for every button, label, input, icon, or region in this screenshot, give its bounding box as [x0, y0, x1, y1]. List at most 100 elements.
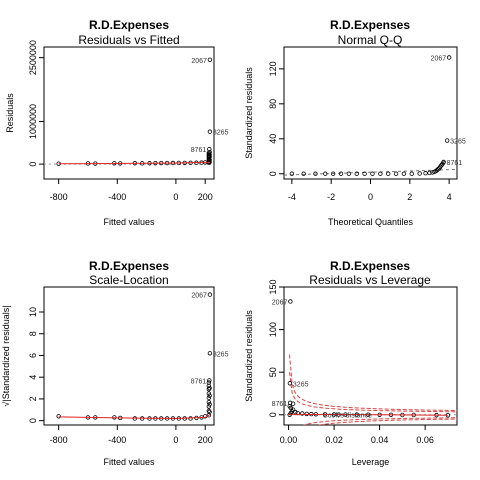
data-point: [401, 171, 407, 176]
plot-area: [284, 55, 457, 176]
data-point: [207, 351, 213, 356]
y-axis-label: √|Standardized residuals|: [1, 305, 11, 406]
plot-frame: [283, 286, 458, 426]
data-point: [207, 409, 212, 415]
y-axis-label: Standardized residuals: [244, 310, 254, 402]
data-point: [435, 167, 441, 172]
outlier-label: 2067: [272, 299, 288, 306]
outlier-label: 8761: [272, 401, 288, 408]
data-point: [441, 159, 446, 165]
data-point: [378, 171, 383, 176]
x-tick-label: 0: [173, 192, 178, 202]
y-tick-label: 50: [268, 367, 278, 377]
chart-subtitle: Scale-Location: [89, 273, 168, 287]
outlier-label: 3265: [450, 139, 466, 146]
x-tick-label: 2: [407, 192, 412, 202]
data-point: [287, 400, 293, 406]
data-point: [56, 414, 61, 419]
y-tick-label: 0: [28, 162, 38, 167]
data-point: [338, 171, 344, 176]
data-point: [207, 385, 212, 391]
plot-frame: [283, 46, 458, 180]
x-axis-label: Theoretical Quantiles: [328, 217, 414, 227]
chart-title: R.D.Expenses: [330, 259, 410, 273]
data-point: [313, 171, 318, 176]
data-point: [444, 138, 450, 143]
x-tick-label: 0.04: [371, 435, 389, 445]
y-tick-label: 4: [28, 375, 38, 380]
data-point: [304, 411, 309, 417]
data-point: [300, 411, 305, 416]
data-point: [301, 171, 306, 176]
cooks-distance-contour: [316, 418, 457, 425]
y-tick-label: 150: [268, 279, 278, 294]
data-point: [207, 402, 212, 407]
chart-subtitle: Residuals vs Fitted: [78, 33, 179, 47]
x-tick-label: 4: [447, 192, 452, 202]
data-point: [288, 299, 293, 304]
outlier-label: 3265: [213, 130, 229, 137]
data-point: [293, 410, 298, 415]
data-point: [207, 393, 212, 398]
data-point: [207, 152, 212, 157]
plot-area: [284, 299, 457, 425]
plot-frame: [43, 286, 215, 426]
x-tick-label: -400: [108, 192, 126, 202]
x-tick-label: -4: [288, 192, 296, 202]
data-point: [207, 157, 212, 163]
y-tick-label: 100: [268, 322, 278, 337]
data-point: [207, 146, 212, 152]
data-point: [446, 55, 452, 60]
data-point: [423, 171, 428, 176]
y-tick-label: 6: [28, 353, 38, 358]
cooks-distance-contour: [289, 372, 457, 413]
cooks-distance-label: Cook's distance: [323, 412, 372, 419]
x-tick-label: 0: [173, 435, 178, 445]
cooks-distance-contour: [302, 417, 457, 425]
data-point: [385, 171, 391, 176]
data-point: [290, 401, 296, 406]
data-point: [330, 171, 336, 176]
y-tick-label: 0: [268, 412, 278, 417]
chart-subtitle: Normal Q-Q: [338, 33, 403, 47]
x-tick-label: 200: [198, 435, 213, 445]
plot-area: [56, 292, 213, 421]
x-axis-label: Fitted values: [103, 217, 155, 227]
smoother-line: [58, 414, 211, 420]
data-point: [362, 171, 367, 176]
x-tick-label: -800: [50, 192, 68, 202]
outlier-label: 2067: [191, 293, 207, 300]
plot-area: [44, 57, 214, 166]
y-axis-label: Standardized residuals: [244, 67, 254, 159]
x-tick-label: -800: [50, 435, 68, 445]
y-tick-label: 80: [268, 99, 278, 109]
y-tick-label: 120: [268, 61, 278, 76]
outlier-label: 2067: [191, 58, 207, 65]
x-tick-label: -400: [108, 435, 126, 445]
plot-frame: [43, 46, 215, 180]
data-point: [206, 395, 212, 401]
data-point: [207, 292, 213, 297]
data-point: [289, 171, 295, 176]
chart-title: R.D.Expenses: [89, 259, 169, 273]
y-axis-label: Residuals: [5, 93, 15, 133]
x-axis-label: Leverage: [352, 457, 390, 467]
x-tick-label: 0.02: [325, 435, 343, 445]
data-point: [323, 171, 328, 176]
cooks-distance-contour: [289, 354, 457, 411]
chart-subtitle: Residuals vs Leverage: [309, 273, 431, 287]
outlier-label: 3265: [293, 381, 309, 388]
x-axis-label: Fitted values: [103, 457, 155, 467]
y-tick-label: 0: [28, 418, 38, 423]
y-tick-label: 40: [268, 134, 278, 144]
data-point: [393, 171, 399, 176]
data-point: [207, 129, 213, 134]
outlier-label: 2067: [431, 55, 447, 62]
outlier-label: 3265: [213, 351, 229, 358]
data-point: [354, 171, 359, 176]
